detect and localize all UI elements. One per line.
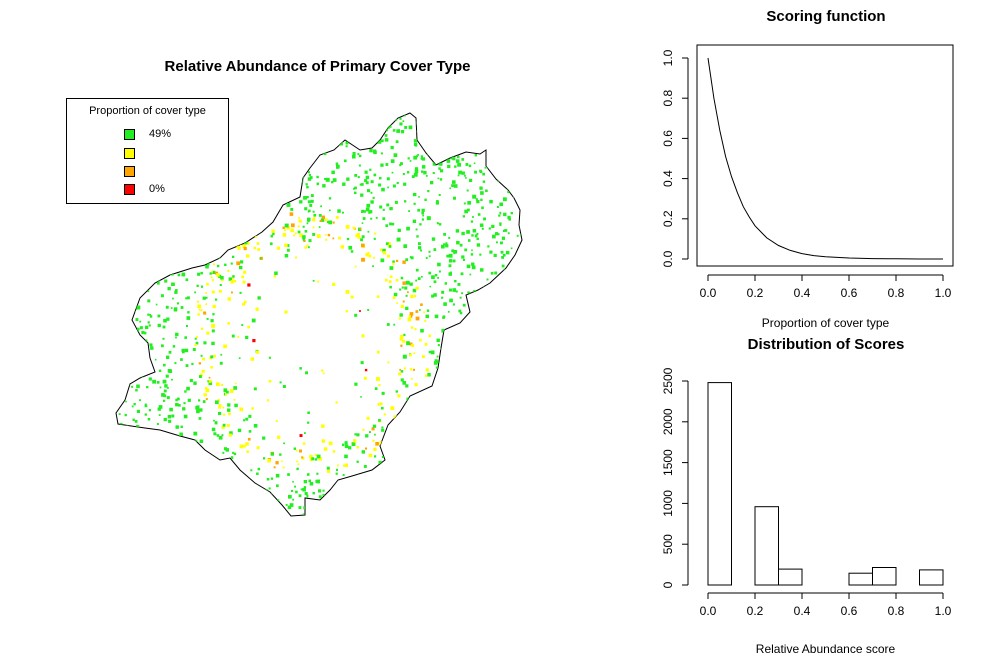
legend-swatch-red <box>124 184 135 195</box>
dist-x-tick-label: 0.4 <box>794 604 811 618</box>
scoring-x-tick-label: 0.2 <box>747 286 764 300</box>
histogram-bar <box>848 572 873 586</box>
dist-x-tick-label: 0.0 <box>700 604 717 618</box>
scoring-x-tick-label: 0.8 <box>888 286 905 300</box>
scoring-plot-frame <box>696 44 954 267</box>
scoring-y-tick-label: 0.2 <box>661 210 675 227</box>
dist-y-tick-label: 500 <box>661 534 675 554</box>
map-legend: Proportion of cover type 49% 0% <box>66 98 229 204</box>
scoring-y-tick-label: 1.0 <box>661 49 675 66</box>
histogram-bar <box>754 506 779 586</box>
legend-label-low: 0% <box>149 183 165 195</box>
scoring-curve <box>707 57 943 260</box>
dist-x-label: Relative Abundance score <box>756 642 896 655</box>
map-title: Relative Abundance of Primary Cover Type <box>164 58 471 75</box>
distribution-title: Distribution of Scores <box>747 336 905 353</box>
dist-x-tick-label: 0.8 <box>888 604 905 618</box>
scoring-y-tick-label: 0.0 <box>661 250 675 267</box>
histogram-bar <box>919 569 944 586</box>
legend-swatch-green <box>124 129 135 140</box>
dist-x-tick-label: 0.6 <box>841 604 858 618</box>
scoring-x-label: Proportion of cover type <box>762 316 890 330</box>
histogram-bar <box>872 567 897 586</box>
scoring-y-tick-label: 0.6 <box>661 130 675 147</box>
scoring-function-title: Scoring function <box>766 8 886 25</box>
legend-swatch-yellow <box>124 148 135 159</box>
dist-y-tick-label: 2500 <box>661 367 675 394</box>
dist-x-tick-label: 0.2 <box>747 604 764 618</box>
legend-title: Proportion of cover type <box>89 105 206 117</box>
study-area-outline <box>115 112 523 517</box>
dist-y-tick-label: 1000 <box>661 490 675 517</box>
dist-y-tick-label: 2000 <box>661 408 675 435</box>
dist-x-tick-label: 1.0 <box>935 604 952 618</box>
scoring-y-tick-label: 0.4 <box>661 170 675 187</box>
dist-y-tick-label: 0 <box>661 581 675 588</box>
scoring-x-tick-label: 0.0 <box>700 286 717 300</box>
histogram-bar <box>778 568 803 586</box>
legend-swatch-orange <box>124 166 135 177</box>
dist-y-tick-label: 1500 <box>661 449 675 476</box>
legend-label-high: 49% <box>149 128 172 140</box>
scoring-x-tick-label: 0.4 <box>794 286 811 300</box>
scoring-x-tick-label: 1.0 <box>935 286 952 300</box>
scoring-x-tick-label: 0.6 <box>841 286 858 300</box>
scoring-y-tick-label: 0.8 <box>661 90 675 107</box>
histogram-bar <box>707 382 732 586</box>
